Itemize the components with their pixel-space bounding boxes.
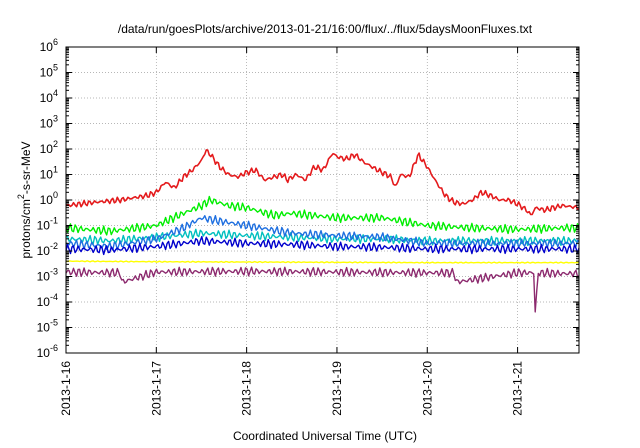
y-tick-label: 106 bbox=[40, 37, 58, 54]
x-axis-tick-labels: 2013-1-16 2013-1-17 2013-1-18 2013-1-19 2013… bbox=[59, 361, 525, 416]
y-tick-label: 10-2 bbox=[37, 241, 58, 258]
y-tick-label: 100 bbox=[40, 190, 58, 207]
x-tick-label: 2013-1-21 bbox=[511, 361, 525, 416]
series-line bbox=[65, 149, 580, 216]
series-line bbox=[65, 214, 580, 251]
x-axis-label: Coordinated Universal Time (UTC) bbox=[233, 429, 417, 443]
chart-title: /data/run/goesPlots/archive/2013-01-21/1… bbox=[118, 22, 533, 36]
x-tick-label: 2013-1-20 bbox=[420, 361, 434, 416]
y-tick-label: 10-1 bbox=[37, 216, 58, 233]
y-tick-label: 104 bbox=[40, 88, 58, 105]
y-tick-label: 103 bbox=[40, 114, 58, 131]
x-tick-label: 2013-1-19 bbox=[330, 361, 344, 416]
y-tick-label: 10-5 bbox=[37, 318, 58, 335]
y-axis-label: protons/cm2-s-sr-MeV bbox=[16, 141, 33, 258]
y-tick-label: 10-6 bbox=[37, 343, 58, 360]
y-tick-label: 10-3 bbox=[37, 267, 58, 284]
x-tick-label: 2013-1-17 bbox=[149, 361, 163, 416]
x-tick-label: 2013-1-16 bbox=[59, 361, 73, 416]
x-tick-label: 2013-1-18 bbox=[240, 361, 254, 416]
axis-ticks bbox=[65, 46, 579, 354]
y-tick-label: 101 bbox=[40, 165, 58, 182]
y-tick-label: 102 bbox=[40, 139, 58, 156]
y-tick-label: 10-4 bbox=[37, 292, 58, 309]
y-tick-label: 105 bbox=[40, 63, 58, 80]
series-line bbox=[65, 228, 580, 247]
y-axis-tick-labels: 10-6 10-5 10-4 10-3 10-2 10-1 100 101 102 103 104 1… bbox=[37, 37, 58, 360]
data-series bbox=[65, 149, 580, 313]
series-line bbox=[65, 195, 580, 236]
series-line bbox=[65, 235, 580, 256]
series-line bbox=[65, 266, 580, 313]
series-line bbox=[65, 260, 579, 264]
